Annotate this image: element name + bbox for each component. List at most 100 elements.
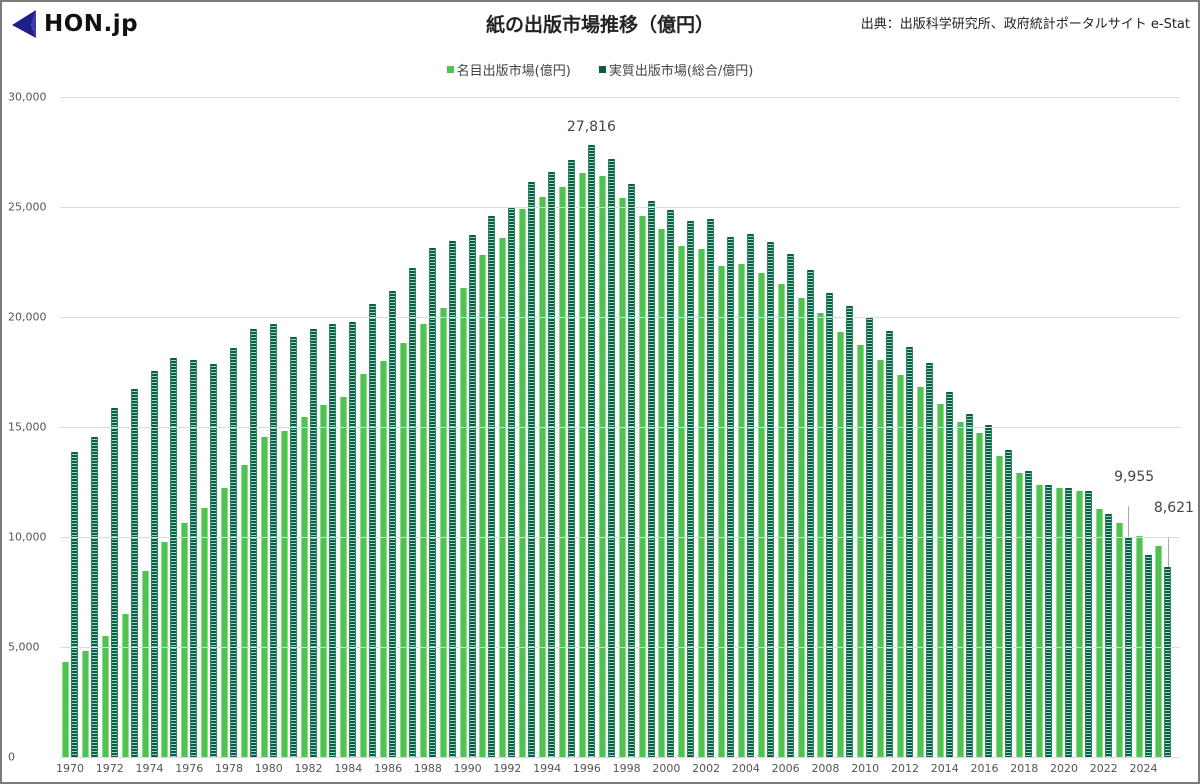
bar-real xyxy=(349,322,357,757)
bar-real xyxy=(269,324,277,757)
bar-real xyxy=(1144,555,1152,757)
bar-real xyxy=(1164,567,1172,757)
x-tick-label: 2014 xyxy=(930,762,959,775)
x-tick-label: 2018 xyxy=(1010,762,1039,775)
bar-nominal xyxy=(618,198,626,757)
legend-label-nominal: 名目出版市場(億円) xyxy=(456,64,571,79)
bar-real xyxy=(925,362,933,757)
legend-item-nominal: 名目出版市場(億円) xyxy=(446,60,571,79)
bar-real xyxy=(945,391,953,757)
x-tick-label: 1986 xyxy=(374,762,403,775)
bar-nominal xyxy=(499,237,507,757)
bar-real xyxy=(130,388,138,757)
bar-nominal xyxy=(1056,487,1063,757)
chart-source: 出典：出版科学研究所、政府統計ポータルサイト e-Stat xyxy=(860,17,1190,32)
x-tick-label: 2012 xyxy=(890,762,919,775)
bar-nominal xyxy=(678,245,686,757)
bar-real xyxy=(766,242,774,757)
chart-title: 紙の出版市場推移（億円） xyxy=(485,14,714,36)
bar-real xyxy=(965,414,973,757)
bar-nominal xyxy=(896,374,904,757)
legend-swatch-real xyxy=(598,66,606,73)
bar-nominal xyxy=(360,374,368,757)
bar-real xyxy=(408,267,416,757)
x-tick-label: 1976 xyxy=(175,762,204,775)
x-tick-label: 1978 xyxy=(215,762,244,775)
bar-nominal xyxy=(956,422,964,757)
bar-nominal xyxy=(141,571,149,757)
bar-real xyxy=(230,347,238,757)
bar-nominal xyxy=(757,273,765,757)
y-tick-label: 0 xyxy=(8,750,15,764)
bar-nominal xyxy=(101,636,109,757)
bar-nominal xyxy=(380,361,388,757)
bar-real xyxy=(786,254,794,757)
gridline xyxy=(60,317,1180,318)
bar-real xyxy=(249,329,257,757)
bar-real xyxy=(727,236,735,757)
data-label-1996: 27,816 xyxy=(566,119,616,136)
x-tick-label: 2022 xyxy=(1089,762,1118,775)
bar-real xyxy=(846,306,854,757)
plot-area xyxy=(60,97,1180,757)
x-tick-label: 2010 xyxy=(851,762,880,775)
bar-real xyxy=(528,181,536,757)
bar-real xyxy=(607,159,615,757)
bar-nominal xyxy=(737,263,745,757)
bar-real xyxy=(170,358,178,757)
y-tick-label: 30,000 xyxy=(8,90,47,104)
bar-nominal xyxy=(578,172,586,757)
bar-nominal xyxy=(936,403,944,757)
x-tick-label: 1982 xyxy=(294,762,323,775)
y-tick-label: 15,000 xyxy=(8,420,47,434)
bar-nominal xyxy=(1075,491,1083,757)
bar-nominal xyxy=(81,650,89,757)
x-tick-label: 1970 xyxy=(56,762,84,775)
logo-text: HON.jp xyxy=(44,11,139,37)
gridline xyxy=(60,757,1180,758)
x-tick-label: 1984 xyxy=(334,762,363,775)
bar-nominal xyxy=(658,229,666,757)
bar-real xyxy=(985,425,993,757)
bar-real xyxy=(150,371,158,757)
x-tick-label: 1998 xyxy=(612,762,641,775)
bar-nominal xyxy=(777,284,785,757)
bar-nominal xyxy=(240,465,248,757)
x-tick-label: 2000 xyxy=(652,762,681,775)
bar-nominal xyxy=(857,344,865,757)
x-tick-label: 1980 xyxy=(254,762,283,775)
bar-nominal xyxy=(718,266,726,757)
gridline xyxy=(60,537,1180,538)
bar-nominal xyxy=(698,248,706,757)
bar-nominal xyxy=(439,308,447,757)
leader-line xyxy=(1167,537,1169,568)
legend-label-real: 実質出版市場(総合/億円) xyxy=(608,64,754,79)
y-tick-label: 10,000 xyxy=(8,530,47,544)
bar-nominal xyxy=(559,187,566,757)
bar-real xyxy=(289,337,297,757)
bar-real xyxy=(548,172,556,757)
bar-real xyxy=(687,221,695,757)
bar-real xyxy=(389,291,397,757)
bar-real xyxy=(329,323,337,757)
bar-nominal xyxy=(817,313,825,757)
bar-nominal xyxy=(877,360,885,757)
legend-swatch-nominal xyxy=(446,66,454,73)
bar-nominal xyxy=(797,298,805,757)
bar-real xyxy=(826,292,834,757)
bar-nominal xyxy=(916,386,924,757)
bar-real xyxy=(647,201,655,757)
legend-item-real: 実質出版市場(総合/億円) xyxy=(598,60,754,79)
gridline xyxy=(60,97,1180,98)
gridline xyxy=(60,427,1180,428)
bar-nominal xyxy=(976,433,984,757)
bar-real xyxy=(1045,485,1053,757)
bar-real xyxy=(667,210,675,757)
bar-nominal xyxy=(280,430,288,757)
x-tick-label: 1972 xyxy=(95,762,124,775)
bar-real xyxy=(746,234,754,757)
y-tick-label: 25,000 xyxy=(8,200,47,214)
bar-real xyxy=(71,451,78,757)
bar-nominal xyxy=(638,215,646,757)
bar-nominal xyxy=(340,397,348,757)
